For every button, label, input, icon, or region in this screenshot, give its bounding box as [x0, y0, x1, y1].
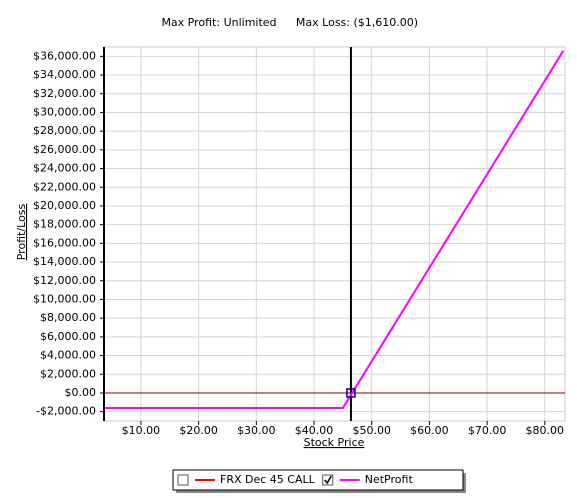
x-tick-label: $70.00: [468, 424, 507, 437]
checkmark: [324, 475, 332, 485]
price-marker: [346, 388, 356, 398]
y-tick-label: $14,000.00: [33, 255, 96, 268]
x-tick-label: $30.00: [237, 424, 276, 437]
y-tick-label: $30,000.00: [33, 105, 96, 118]
max-profit: Max Profit: Unlimited: [161, 16, 276, 29]
legend-label: NetProfit: [365, 473, 414, 486]
legend: [172, 469, 464, 491]
y-tick-label: $10,000.00: [33, 292, 96, 305]
y-tick-label: $2,000.00: [40, 367, 96, 380]
y-tick-label: $28,000.00: [33, 124, 96, 137]
y-tick-label: $22,000.00: [33, 180, 96, 193]
y-tick-label: $18,000.00: [33, 218, 96, 231]
y-tick-label: $8,000.00: [40, 311, 96, 324]
plot-area: [103, 46, 566, 422]
y-tick-label: $36,000.00: [33, 49, 96, 62]
legend-label: FRX Dec 45 CALL: [220, 473, 316, 486]
profit-line: [104, 50, 565, 410]
x-axis-label: Stock Price: [304, 436, 365, 449]
y-tick-label: $24,000.00: [33, 162, 96, 175]
y-tick-label: $0.00: [65, 386, 97, 399]
y-tick-label: $4,000.00: [40, 349, 96, 362]
x-tick-label: $10.00: [122, 424, 161, 437]
x-tick-label: $60.00: [410, 424, 449, 437]
legend-checkbox[interactable]: [322, 474, 334, 486]
x-tick-label: $50.00: [352, 424, 391, 437]
y-tick-label: $6,000.00: [40, 330, 96, 343]
x-tick-label: $40.00: [295, 424, 334, 437]
y-tick-label: $16,000.00: [33, 236, 96, 249]
y-tick-label: $32,000.00: [33, 87, 96, 100]
legend-checkbox[interactable]: [177, 474, 189, 486]
y-tick-label: $12,000.00: [33, 274, 96, 287]
x-tick-label: $80.00: [526, 424, 565, 437]
x-tick-label: $20.00: [179, 424, 218, 437]
y-axis-label: Profit/Loss: [15, 203, 28, 260]
y-tick-label: -$2,000.00: [36, 405, 96, 418]
y-tick-label: $20,000.00: [33, 199, 96, 212]
y-tick-label: $26,000.00: [33, 143, 96, 156]
max-loss: Max Loss: ($1,610.00): [296, 16, 418, 29]
y-tick-label: $34,000.00: [33, 68, 96, 81]
